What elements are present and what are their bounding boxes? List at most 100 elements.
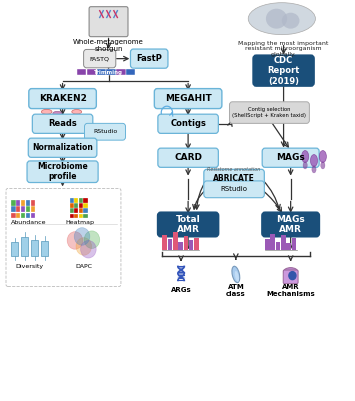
Ellipse shape [72,109,82,114]
Text: CARD: CARD [174,153,202,162]
Bar [97,69,106,75]
FancyBboxPatch shape [262,148,319,167]
Ellipse shape [321,162,325,169]
Bar [106,69,116,75]
Bar [21,200,26,206]
Bar [74,209,78,213]
FancyBboxPatch shape [29,89,96,109]
Text: Microbiome
profile: Microbiome profile [37,162,88,181]
Text: Whole-metagenome
shotgun: Whole-metagenome shotgun [73,39,144,53]
Text: Heatmap: Heatmap [66,221,95,225]
Bar [116,69,126,75]
Circle shape [76,238,92,255]
Ellipse shape [282,13,300,28]
Bar [11,213,16,219]
FancyBboxPatch shape [89,7,128,36]
Text: Resistome annotation: Resistome annotation [207,167,261,172]
Ellipse shape [53,111,62,115]
Bar [83,209,88,213]
FancyBboxPatch shape [158,148,218,167]
Text: MEGAHIT: MEGAHIT [165,94,212,103]
Bar [21,237,28,257]
Bar [70,209,74,213]
Bar [79,203,83,208]
Bar [184,237,188,251]
Circle shape [81,241,96,258]
Ellipse shape [311,154,317,166]
Bar [21,207,26,212]
Bar [31,200,36,206]
FancyBboxPatch shape [229,102,310,124]
Text: ABRICATE: ABRICATE [213,174,255,183]
Text: Normalization: Normalization [32,143,93,152]
FancyBboxPatch shape [131,49,168,68]
Text: Total
AMR: Total AMR [176,215,201,234]
FancyBboxPatch shape [28,138,97,157]
Bar [26,207,31,212]
Circle shape [67,232,83,249]
Bar [21,213,26,219]
Bar [11,243,18,257]
Text: Reads: Reads [48,119,77,128]
Bar [11,207,16,212]
FancyBboxPatch shape [253,55,314,86]
Ellipse shape [266,9,287,28]
Circle shape [289,271,296,279]
Bar [281,235,286,251]
FancyBboxPatch shape [204,169,264,188]
Ellipse shape [235,271,239,282]
FancyBboxPatch shape [158,213,218,237]
Bar [16,213,21,219]
Bar [79,198,83,203]
FancyBboxPatch shape [204,181,264,198]
Text: FASTQ: FASTQ [90,56,110,61]
Bar [87,69,96,75]
Bar [74,203,78,208]
Text: ARGs: ARGs [171,288,191,294]
Bar [31,213,36,219]
Bar [77,69,86,75]
FancyBboxPatch shape [84,124,126,140]
Text: FastP: FastP [136,54,162,63]
Bar [11,200,16,206]
Text: RStudio: RStudio [93,129,117,134]
Ellipse shape [248,3,315,34]
Text: KRAKEN2: KRAKEN2 [39,94,87,103]
Bar [74,214,78,219]
Bar [162,235,167,251]
Text: MAGs: MAGs [276,153,305,162]
Bar [16,207,21,212]
Ellipse shape [319,150,326,162]
Text: DAPC: DAPC [75,264,92,269]
FancyBboxPatch shape [27,161,98,182]
Bar [16,200,21,206]
Ellipse shape [303,162,307,169]
FancyBboxPatch shape [158,114,218,134]
Bar [26,200,31,206]
Ellipse shape [232,266,240,283]
Text: Abundance: Abundance [11,221,47,225]
Bar [173,233,178,251]
Bar [41,241,48,257]
Text: RStudio: RStudio [220,186,247,192]
Ellipse shape [42,109,52,114]
Text: Mapping the most important
resistant microorganism
globally.: Mapping the most important resistant mic… [239,41,329,57]
Bar [79,214,83,219]
Text: Diversity: Diversity [15,264,43,269]
Bar [265,239,270,251]
Ellipse shape [284,267,298,275]
FancyBboxPatch shape [32,114,93,134]
Text: Contig selection
(ShellScript + Kraken taxid): Contig selection (ShellScript + Kraken t… [233,107,306,118]
FancyBboxPatch shape [262,213,319,237]
Ellipse shape [302,150,309,162]
Bar [74,198,78,203]
Bar [194,239,199,251]
Bar [31,207,36,212]
Bar [83,214,88,219]
Text: MAGs
AMR: MAGs AMR [276,215,305,234]
Bar [292,238,296,251]
Text: CDC
Report
(2019): CDC Report (2019) [267,56,300,85]
Bar [168,239,172,251]
Bar [271,234,275,251]
Bar [70,203,74,208]
